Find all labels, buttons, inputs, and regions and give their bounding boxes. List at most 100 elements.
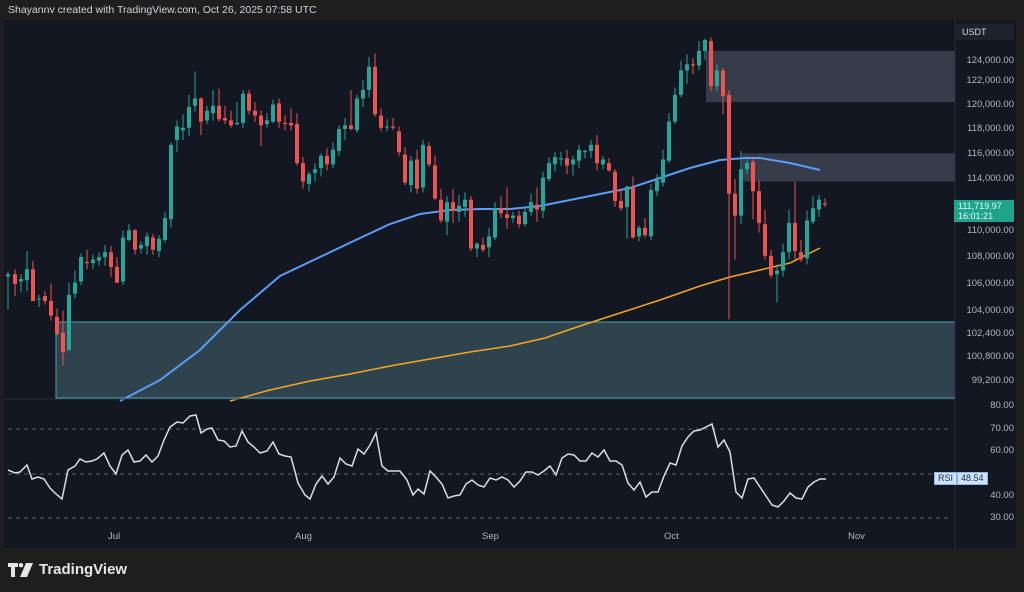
- candle-body: [613, 171, 617, 201]
- price-axis-label: 116,000.00: [967, 148, 1014, 159]
- candle-body: [241, 93, 245, 123]
- candle-body: [757, 191, 761, 223]
- rsi-line-layer: [7, 414, 826, 508]
- candle: [817, 194, 821, 217]
- candle: [265, 113, 269, 128]
- candle: [475, 242, 479, 258]
- candle-body: [67, 294, 71, 350]
- candle-body: [631, 187, 635, 238]
- candle: [745, 159, 749, 175]
- price-axis-label: 108,000.00: [966, 251, 1014, 262]
- candle-body: [55, 316, 59, 334]
- supply-zone-lower: [742, 153, 955, 182]
- candle: [625, 186, 629, 239]
- candle-body: [553, 157, 557, 165]
- candle: [37, 294, 41, 308]
- candle-body: [667, 121, 671, 161]
- candle: [127, 224, 131, 242]
- candle: [697, 41, 701, 71]
- rsi-value-tag: RSI 48.54: [934, 472, 988, 485]
- time-axis-label: Sep: [482, 531, 499, 542]
- candle-body: [247, 93, 251, 111]
- candle-body: [217, 105, 221, 120]
- candle-body: [331, 149, 335, 165]
- time-axis-label: Nov: [848, 531, 865, 542]
- candle-body: [817, 199, 821, 210]
- candle-body: [661, 159, 665, 183]
- candle-body: [409, 160, 413, 186]
- candle: [787, 209, 791, 260]
- candle: [355, 94, 359, 133]
- rsi-label: RSI: [934, 472, 958, 485]
- candle: [415, 149, 419, 194]
- candle: [373, 53, 377, 117]
- bar-countdown: 16:01:21: [958, 211, 994, 221]
- candle: [547, 157, 551, 182]
- candle-body: [31, 269, 35, 301]
- candle: [493, 202, 497, 240]
- candle: [499, 196, 503, 219]
- candle-body: [151, 237, 155, 250]
- candle: [97, 252, 101, 266]
- candle-body: [121, 237, 125, 282]
- last-price-tag: 111,719.97 16:01:21: [954, 200, 1014, 222]
- candle: [229, 110, 233, 128]
- candle: [301, 157, 305, 189]
- candle: [511, 211, 515, 223]
- candle: [247, 89, 251, 115]
- candle-body: [625, 186, 629, 208]
- candle: [337, 125, 341, 156]
- candle-body: [481, 244, 485, 250]
- candle: [469, 196, 473, 251]
- candle: [367, 57, 371, 98]
- candle-body: [571, 159, 575, 165]
- candle: [559, 152, 563, 166]
- candle-body: [319, 155, 323, 169]
- time-axis-label: Jul: [108, 531, 121, 542]
- candle-body: [43, 296, 47, 301]
- candle: [43, 291, 47, 305]
- candle: [565, 149, 569, 175]
- candle-body: [781, 252, 785, 271]
- candle: [667, 113, 671, 164]
- candle-body: [445, 202, 449, 222]
- candle-body: [49, 301, 53, 316]
- chart-caption: Shayannv created with TradingView.com, O…: [8, 4, 317, 16]
- candle: [259, 110, 263, 147]
- candle: [175, 120, 179, 153]
- candle-body: [517, 215, 521, 225]
- currency-label[interactable]: USDT: [956, 24, 1014, 40]
- candle: [223, 105, 227, 125]
- candle-body: [463, 199, 467, 208]
- candle: [49, 283, 53, 321]
- candle-body: [583, 150, 587, 153]
- candle-body: [361, 89, 365, 99]
- candle-body: [469, 199, 473, 249]
- candle: [121, 230, 125, 286]
- brand-footer[interactable]: TradingView: [8, 561, 127, 578]
- candle: [409, 155, 413, 193]
- tradingview-logo-icon: [8, 562, 33, 577]
- candle: [73, 270, 77, 299]
- candle-body: [535, 204, 539, 210]
- candles-layer: [6, 37, 827, 366]
- candle: [109, 246, 113, 277]
- candle-body: [253, 110, 257, 116]
- candle: [211, 89, 215, 121]
- candle: [607, 158, 611, 172]
- candle-body: [709, 41, 713, 87]
- price-axis-label: 99,200.00: [971, 375, 1014, 386]
- candle-body: [733, 193, 737, 216]
- candle-body: [649, 189, 653, 237]
- candle-body: [73, 282, 77, 294]
- candle-body: [595, 144, 599, 164]
- candle-body: [433, 165, 437, 199]
- candle-body: [775, 270, 779, 275]
- candle: [241, 89, 245, 128]
- candle: [637, 225, 641, 242]
- candle: [595, 135, 599, 171]
- candle: [343, 118, 347, 140]
- time-axis-label: Aug: [295, 531, 312, 542]
- candle-body: [289, 122, 293, 126]
